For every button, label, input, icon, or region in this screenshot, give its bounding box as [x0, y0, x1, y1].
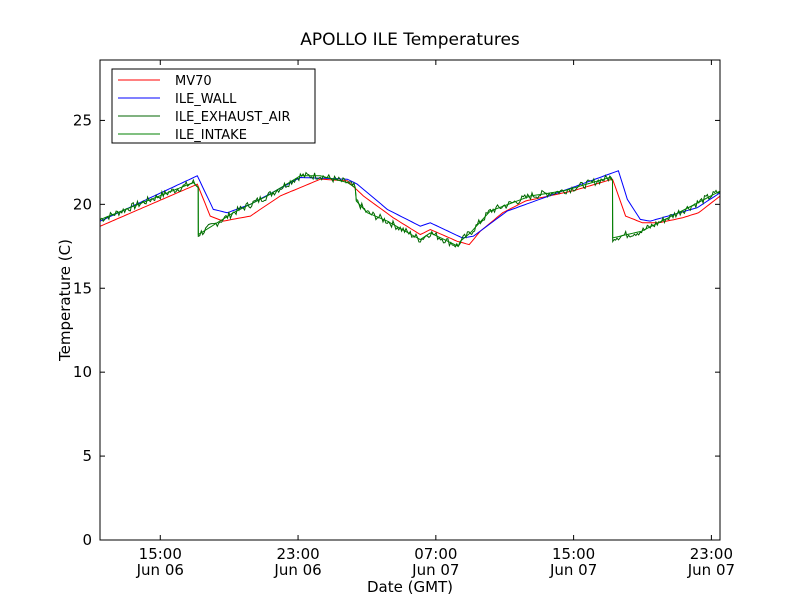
x-tick-sublabel: Jun 07 [411, 561, 459, 579]
y-tick-label: 0 [82, 531, 92, 549]
legend-label: MV70 [175, 74, 212, 89]
legend: MV70 ILE_WALL ILE_EXHAUST_AIR ILE_INTAKE [111, 68, 316, 144]
x-tick-label: 15:00 [139, 545, 182, 563]
plot-lines [100, 170, 721, 248]
legend-box [111, 68, 316, 144]
y-tick-label: 15 [73, 279, 92, 297]
y-tick-label: 20 [73, 195, 92, 213]
x-axis-label: Date (GMT) [367, 578, 453, 596]
y-axis-label: Temperature (C) [56, 239, 74, 362]
series-line-ile-intake [100, 175, 721, 247]
x-tick-sublabel: Jun 07 [687, 561, 735, 579]
y-tick-label: 5 [82, 447, 92, 465]
plot-frame [99, 59, 721, 541]
series-line-ile-exhaust-air [100, 171, 721, 248]
chart-title: APOLLO ILE Temperatures [300, 30, 520, 50]
x-tick-label: 07:00 [414, 545, 457, 563]
x-tick-label: 23:00 [276, 545, 319, 563]
x-tick-label: 23:00 [690, 545, 733, 563]
legend-label: ILE_WALL [175, 92, 237, 107]
x-tick-sublabel: Jun 06 [273, 561, 321, 579]
legend-label: ILE_INTAKE [175, 128, 247, 143]
series-line-mv70 [100, 178, 721, 246]
series-line-ile-wall [100, 170, 721, 239]
x-tick-sublabel: Jun 07 [549, 561, 597, 579]
y-tick-label: 10 [73, 363, 92, 381]
legend-label: ILE_EXHAUST_AIR [175, 110, 291, 125]
y-tick-label: 25 [73, 111, 92, 129]
x-tick-sublabel: Jun 06 [136, 561, 184, 579]
x-tick-label: 15:00 [552, 545, 595, 563]
